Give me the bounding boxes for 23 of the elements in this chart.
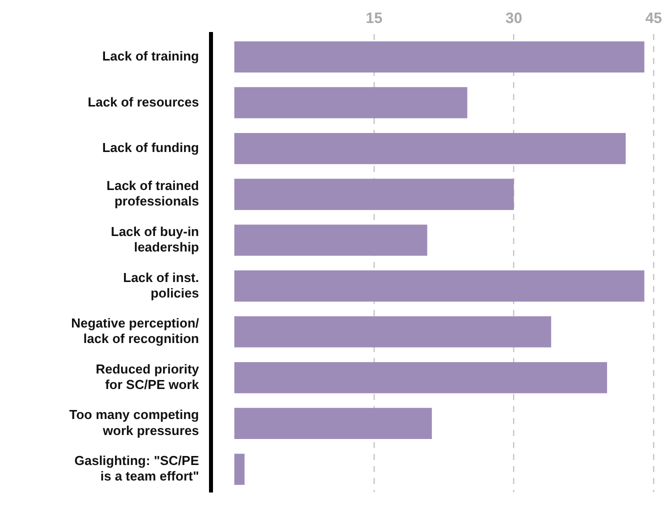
y-tick-label: Reduced priority for SC/PE work bbox=[96, 361, 200, 392]
y-tick-label: Gaslighting: "SC/PE is a team effort" bbox=[74, 453, 200, 484]
x-tick-label: 15 bbox=[366, 10, 382, 28]
y-tick-label: Lack of trained professionals bbox=[106, 178, 200, 209]
y-tick-label: Lack of training bbox=[102, 48, 200, 64]
bar bbox=[234, 178, 514, 210]
bar bbox=[234, 132, 626, 164]
bar bbox=[234, 87, 468, 118]
bar bbox=[234, 362, 608, 394]
y-tick-label: Too many competing work pressures bbox=[69, 407, 200, 438]
x-tick-label: 30 bbox=[506, 10, 522, 28]
bar bbox=[234, 41, 644, 72]
bar bbox=[234, 408, 432, 440]
y-tick-label: Negative perception/ lack of recognition bbox=[71, 316, 200, 346]
y-tick-label: Lack of resources bbox=[88, 94, 199, 110]
bar bbox=[234, 270, 644, 302]
y-tick-label: Lack of funding bbox=[102, 140, 200, 156]
bar bbox=[234, 454, 245, 485]
bar bbox=[234, 316, 552, 348]
y-tick-label: Lack of buy-in leadership bbox=[110, 224, 200, 255]
bar bbox=[234, 224, 428, 256]
y-tick-label: Lack of inst. policies bbox=[123, 270, 199, 300]
x-tick-label: 45 bbox=[645, 10, 662, 28]
